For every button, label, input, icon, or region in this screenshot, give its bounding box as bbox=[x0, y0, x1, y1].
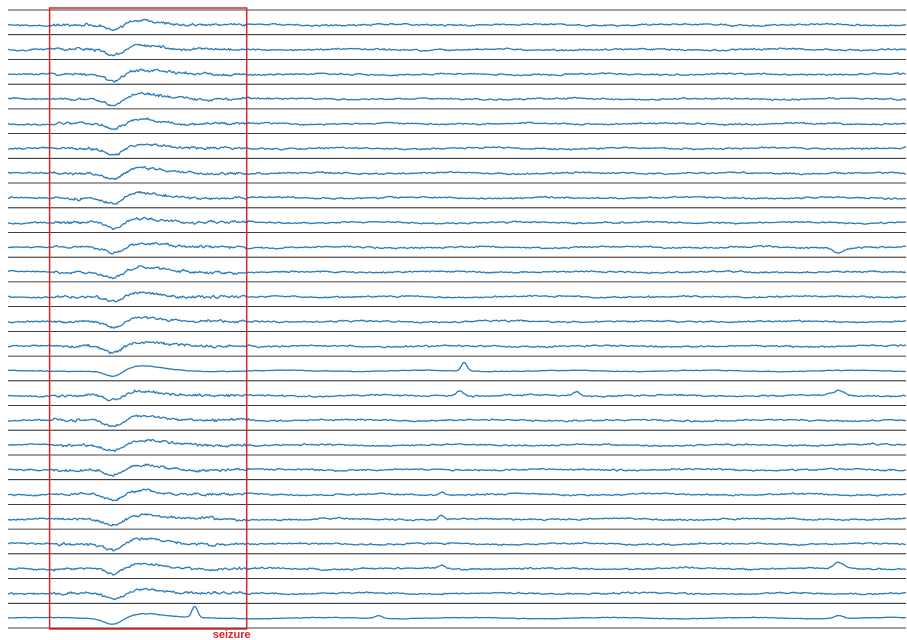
channel-trace-21 bbox=[7, 513, 907, 527]
channel-trace-12 bbox=[7, 291, 907, 303]
channel-trace-15 bbox=[8, 361, 907, 378]
channel-trace-11 bbox=[7, 265, 907, 280]
channel-trace-23 bbox=[7, 561, 907, 576]
channel-trace-25 bbox=[7, 605, 907, 625]
channel-trace-6 bbox=[7, 143, 907, 156]
channel-trace-7 bbox=[8, 165, 907, 181]
channel-trace-24 bbox=[8, 587, 907, 601]
channel-trace-9 bbox=[7, 216, 907, 230]
seizure-label: seizure bbox=[213, 629, 251, 640]
channel-trace-10 bbox=[7, 241, 907, 255]
channel-trace-3 bbox=[7, 68, 907, 83]
channel-separators bbox=[8, 9, 906, 629]
channel-trace-17 bbox=[7, 414, 907, 428]
channel-trace-14 bbox=[7, 341, 907, 355]
channel-traces bbox=[7, 18, 907, 625]
seizure-annotation: seizure bbox=[48, 7, 251, 640]
channel-trace-8 bbox=[7, 190, 907, 205]
channel-trace-22 bbox=[7, 537, 907, 552]
channel-trace-5 bbox=[7, 117, 906, 131]
channel-trace-16 bbox=[7, 389, 907, 402]
channel-trace-19 bbox=[7, 463, 906, 477]
channel-trace-1 bbox=[7, 18, 907, 32]
channel-trace-18 bbox=[7, 438, 907, 453]
channel-trace-4 bbox=[8, 91, 907, 107]
channel-trace-13 bbox=[7, 316, 907, 329]
channel-trace-20 bbox=[8, 488, 907, 502]
seizure-box bbox=[48, 7, 248, 630]
channel-trace-2 bbox=[7, 43, 907, 57]
